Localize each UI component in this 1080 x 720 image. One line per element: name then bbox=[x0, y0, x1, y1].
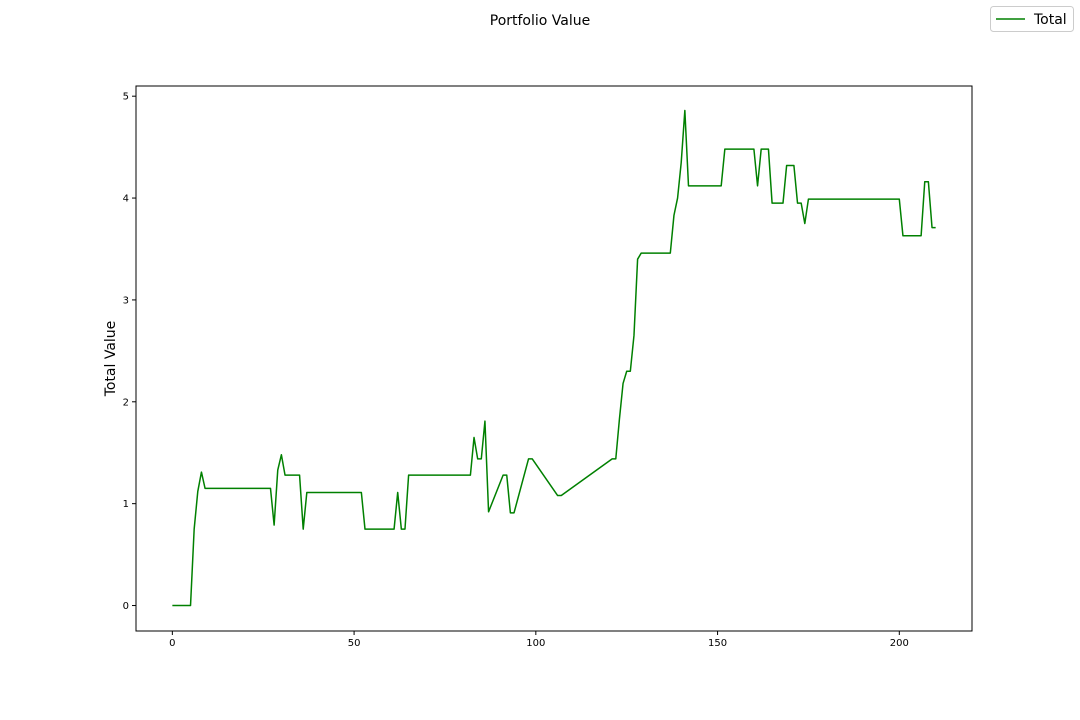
y-tick-label: 1 bbox=[123, 499, 129, 510]
plot-area: 0 50 100 150 200 0 1 2 3 4 5 bbox=[123, 85, 973, 649]
x-tick-label: 200 bbox=[890, 638, 909, 649]
y-tick-label: 2 bbox=[123, 397, 129, 408]
x-tick-label: 150 bbox=[708, 638, 727, 649]
y-axis-label: Total Value bbox=[103, 321, 119, 398]
series-layer bbox=[172, 109, 936, 607]
series-line-total bbox=[172, 109, 936, 607]
x-tick-label: 50 bbox=[348, 638, 361, 649]
legend: Total bbox=[990, 6, 1074, 32]
y-tick-label: 0 bbox=[123, 601, 129, 612]
x-axis: 0 50 100 150 200 bbox=[169, 631, 909, 649]
legend-label-total: Total bbox=[1033, 12, 1067, 28]
x-tick-label: 100 bbox=[526, 638, 545, 649]
y-tick-label: 4 bbox=[123, 194, 129, 205]
y-tick-label: 5 bbox=[123, 92, 129, 103]
chart-title: Portfolio Value bbox=[490, 13, 591, 29]
y-axis: 0 1 2 3 4 5 bbox=[123, 92, 136, 612]
x-tick-label: 0 bbox=[169, 638, 175, 649]
y-tick-label: 3 bbox=[123, 295, 129, 306]
legend-frame bbox=[990, 6, 1074, 32]
plot-frame bbox=[135, 85, 973, 632]
